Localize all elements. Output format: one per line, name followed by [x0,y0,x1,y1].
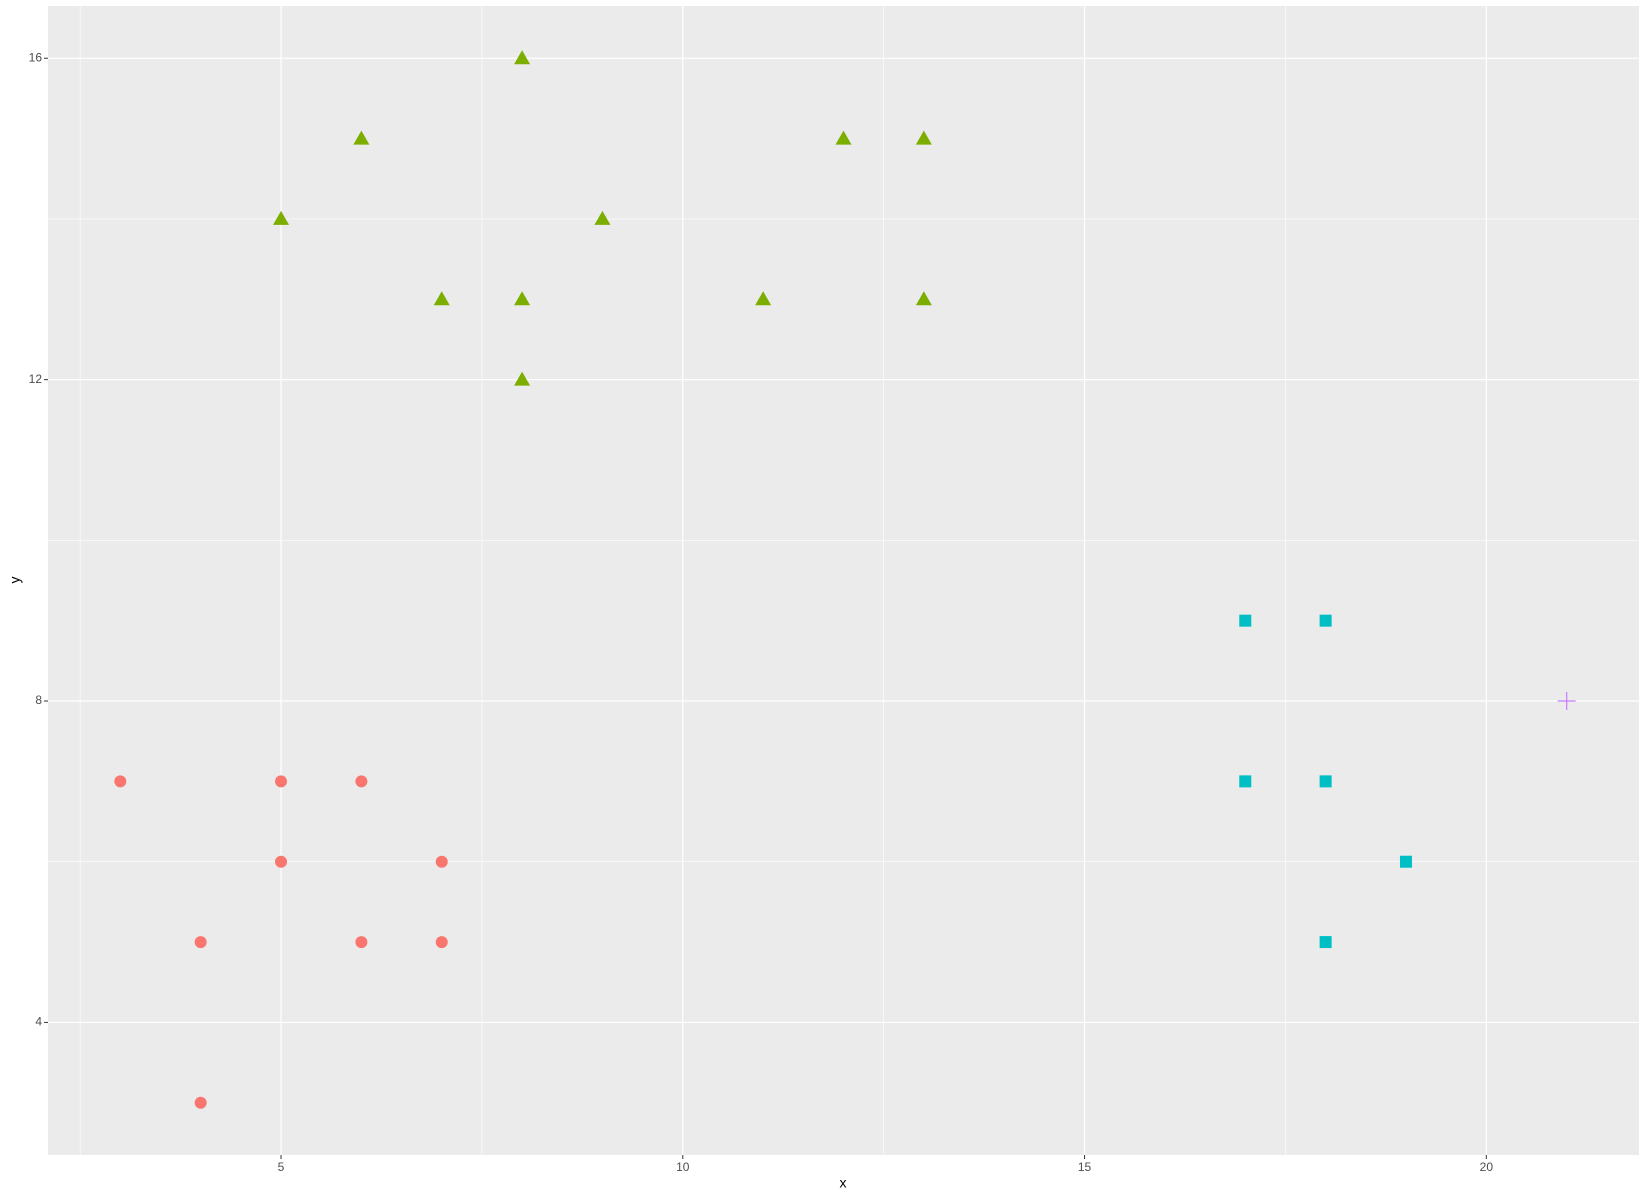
point [915,130,932,145]
point [1319,936,1332,949]
y-tick-label: 16 [29,50,43,64]
x-tick-label: 20 [1480,1160,1494,1174]
point [835,130,852,145]
point [1319,614,1332,627]
x-axis-title: x [840,1175,847,1191]
y-tick-label: 8 [35,693,42,707]
point [355,775,368,788]
point [1557,692,1576,711]
point [594,210,611,225]
point [755,291,772,306]
point [275,855,288,868]
x-tick-label: 5 [278,1160,285,1174]
point [194,936,207,949]
point [275,775,288,788]
point [273,210,290,225]
point [514,291,531,306]
plot-background [48,6,1639,1155]
point [514,50,531,65]
point [1239,775,1252,788]
point [114,775,127,788]
point [194,1096,207,1109]
y-axis-title: y [7,577,23,584]
x-tick-label: 10 [676,1160,690,1174]
x-tick-label: 15 [1078,1160,1092,1174]
point [435,855,448,868]
y-tick-label: 12 [29,372,43,386]
point [435,936,448,949]
point [433,291,450,306]
point [1319,775,1332,788]
point [353,130,370,145]
point [915,291,932,306]
point [355,936,368,949]
y-tick-label: 4 [35,1015,42,1029]
point [514,371,531,386]
point [1399,855,1412,868]
point [1239,614,1252,627]
